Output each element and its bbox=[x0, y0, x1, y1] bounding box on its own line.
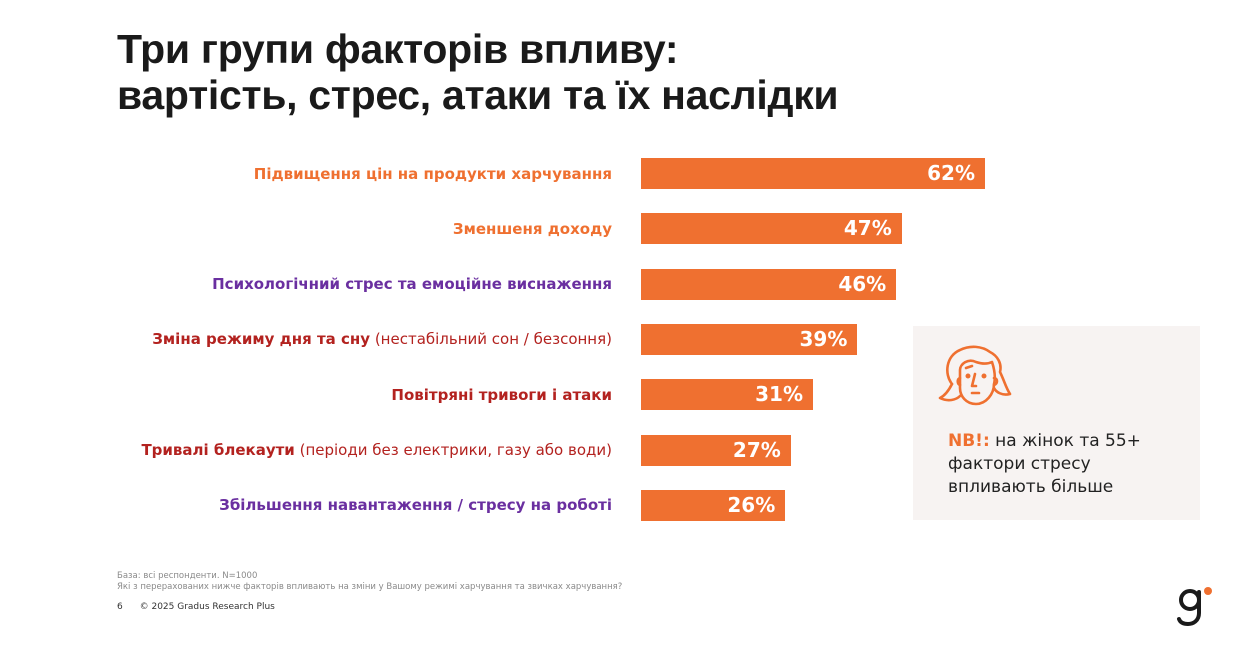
footnote-base: База: всі респонденти. N=1000 bbox=[117, 571, 258, 581]
footnote: База: всі респонденти. N=1000 Які з пере… bbox=[117, 571, 622, 593]
bar: 47% bbox=[641, 213, 902, 245]
woman-face-icon bbox=[938, 345, 1012, 406]
category-label-bold: Збільшення навантаження / стресу на робо… bbox=[219, 496, 612, 515]
gradus-logo-icon bbox=[1177, 587, 1212, 627]
bar: 39% bbox=[641, 323, 858, 355]
copyright: © 2025 Gradus Research Plus bbox=[139, 602, 275, 612]
nb-callout-box: NB!: на жінок та 55+ фактори стресу впли… bbox=[913, 326, 1200, 520]
bar-value-label: 39% bbox=[799, 326, 848, 351]
category-label: Тривалі блекаути (періоди без електрики,… bbox=[141, 441, 612, 459]
category-label: Повітряні тривоги і атаки bbox=[391, 386, 612, 404]
page-number: 6 bbox=[117, 602, 123, 612]
category-label-bold: Повітряні тривоги і атаки bbox=[391, 385, 612, 404]
page-title: Три групи факторів впливу: вартість, стр… bbox=[117, 26, 839, 118]
bar: 26% bbox=[641, 489, 786, 521]
bar-value-label: 47% bbox=[843, 216, 892, 241]
bar-value-label: 62% bbox=[927, 161, 975, 185]
category-label: Збільшення навантаження / стресу на робо… bbox=[219, 496, 612, 514]
bar-value-label: 31% bbox=[755, 382, 803, 407]
category-label: Зміна режиму дня та сну (нестабільний со… bbox=[152, 330, 612, 348]
category-label: Психологічний стрес та емоційне виснажен… bbox=[212, 275, 612, 293]
category-label-bold: Психологічний стрес та емоційне виснажен… bbox=[212, 275, 612, 294]
footnote-question: Які з перерахованих нижче факторів вплив… bbox=[117, 582, 623, 592]
category-label-bold: Підвищення цін на продукти харчування bbox=[253, 164, 612, 183]
category-label-bold: Тривалі блекаути bbox=[141, 441, 295, 459]
category-label-bold: Зменшеня доходу bbox=[452, 219, 612, 238]
title-line-2: вартість, стрес, атаки та їх наслідки bbox=[117, 72, 839, 118]
category-label-note: (нестабільний сон / безсоння) bbox=[370, 330, 612, 349]
bar: 62% bbox=[641, 158, 985, 189]
nb-key: NB!: bbox=[948, 431, 990, 451]
category-label: Підвищення цін на продукти харчування bbox=[254, 165, 612, 183]
nb-callout-text: NB!: на жінок та 55+ фактори стресу впли… bbox=[948, 430, 1188, 499]
bar-value-label: 27% bbox=[732, 437, 781, 462]
nb-line-3: впливають більше bbox=[948, 477, 1114, 497]
bar: 46% bbox=[641, 268, 897, 300]
bar-value-label: 46% bbox=[838, 271, 887, 296]
category-label-note: (періоди без електрики, газу або води) bbox=[294, 441, 612, 459]
bar-value-label: 26% bbox=[727, 492, 776, 517]
bar: 27% bbox=[641, 434, 791, 466]
nb-line-2: фактори стресу bbox=[948, 454, 1091, 474]
bar: 31% bbox=[641, 379, 813, 411]
category-label-bold: Зміна режиму дня та сну bbox=[152, 330, 371, 349]
footer: 6 © 2025 Gradus Research Plus bbox=[117, 602, 275, 612]
nb-line-1: на жінок та 55+ bbox=[989, 431, 1141, 451]
category-label: Зменшеня доходу bbox=[453, 220, 612, 238]
title-line-1: Три групи факторів впливу: bbox=[117, 26, 679, 72]
